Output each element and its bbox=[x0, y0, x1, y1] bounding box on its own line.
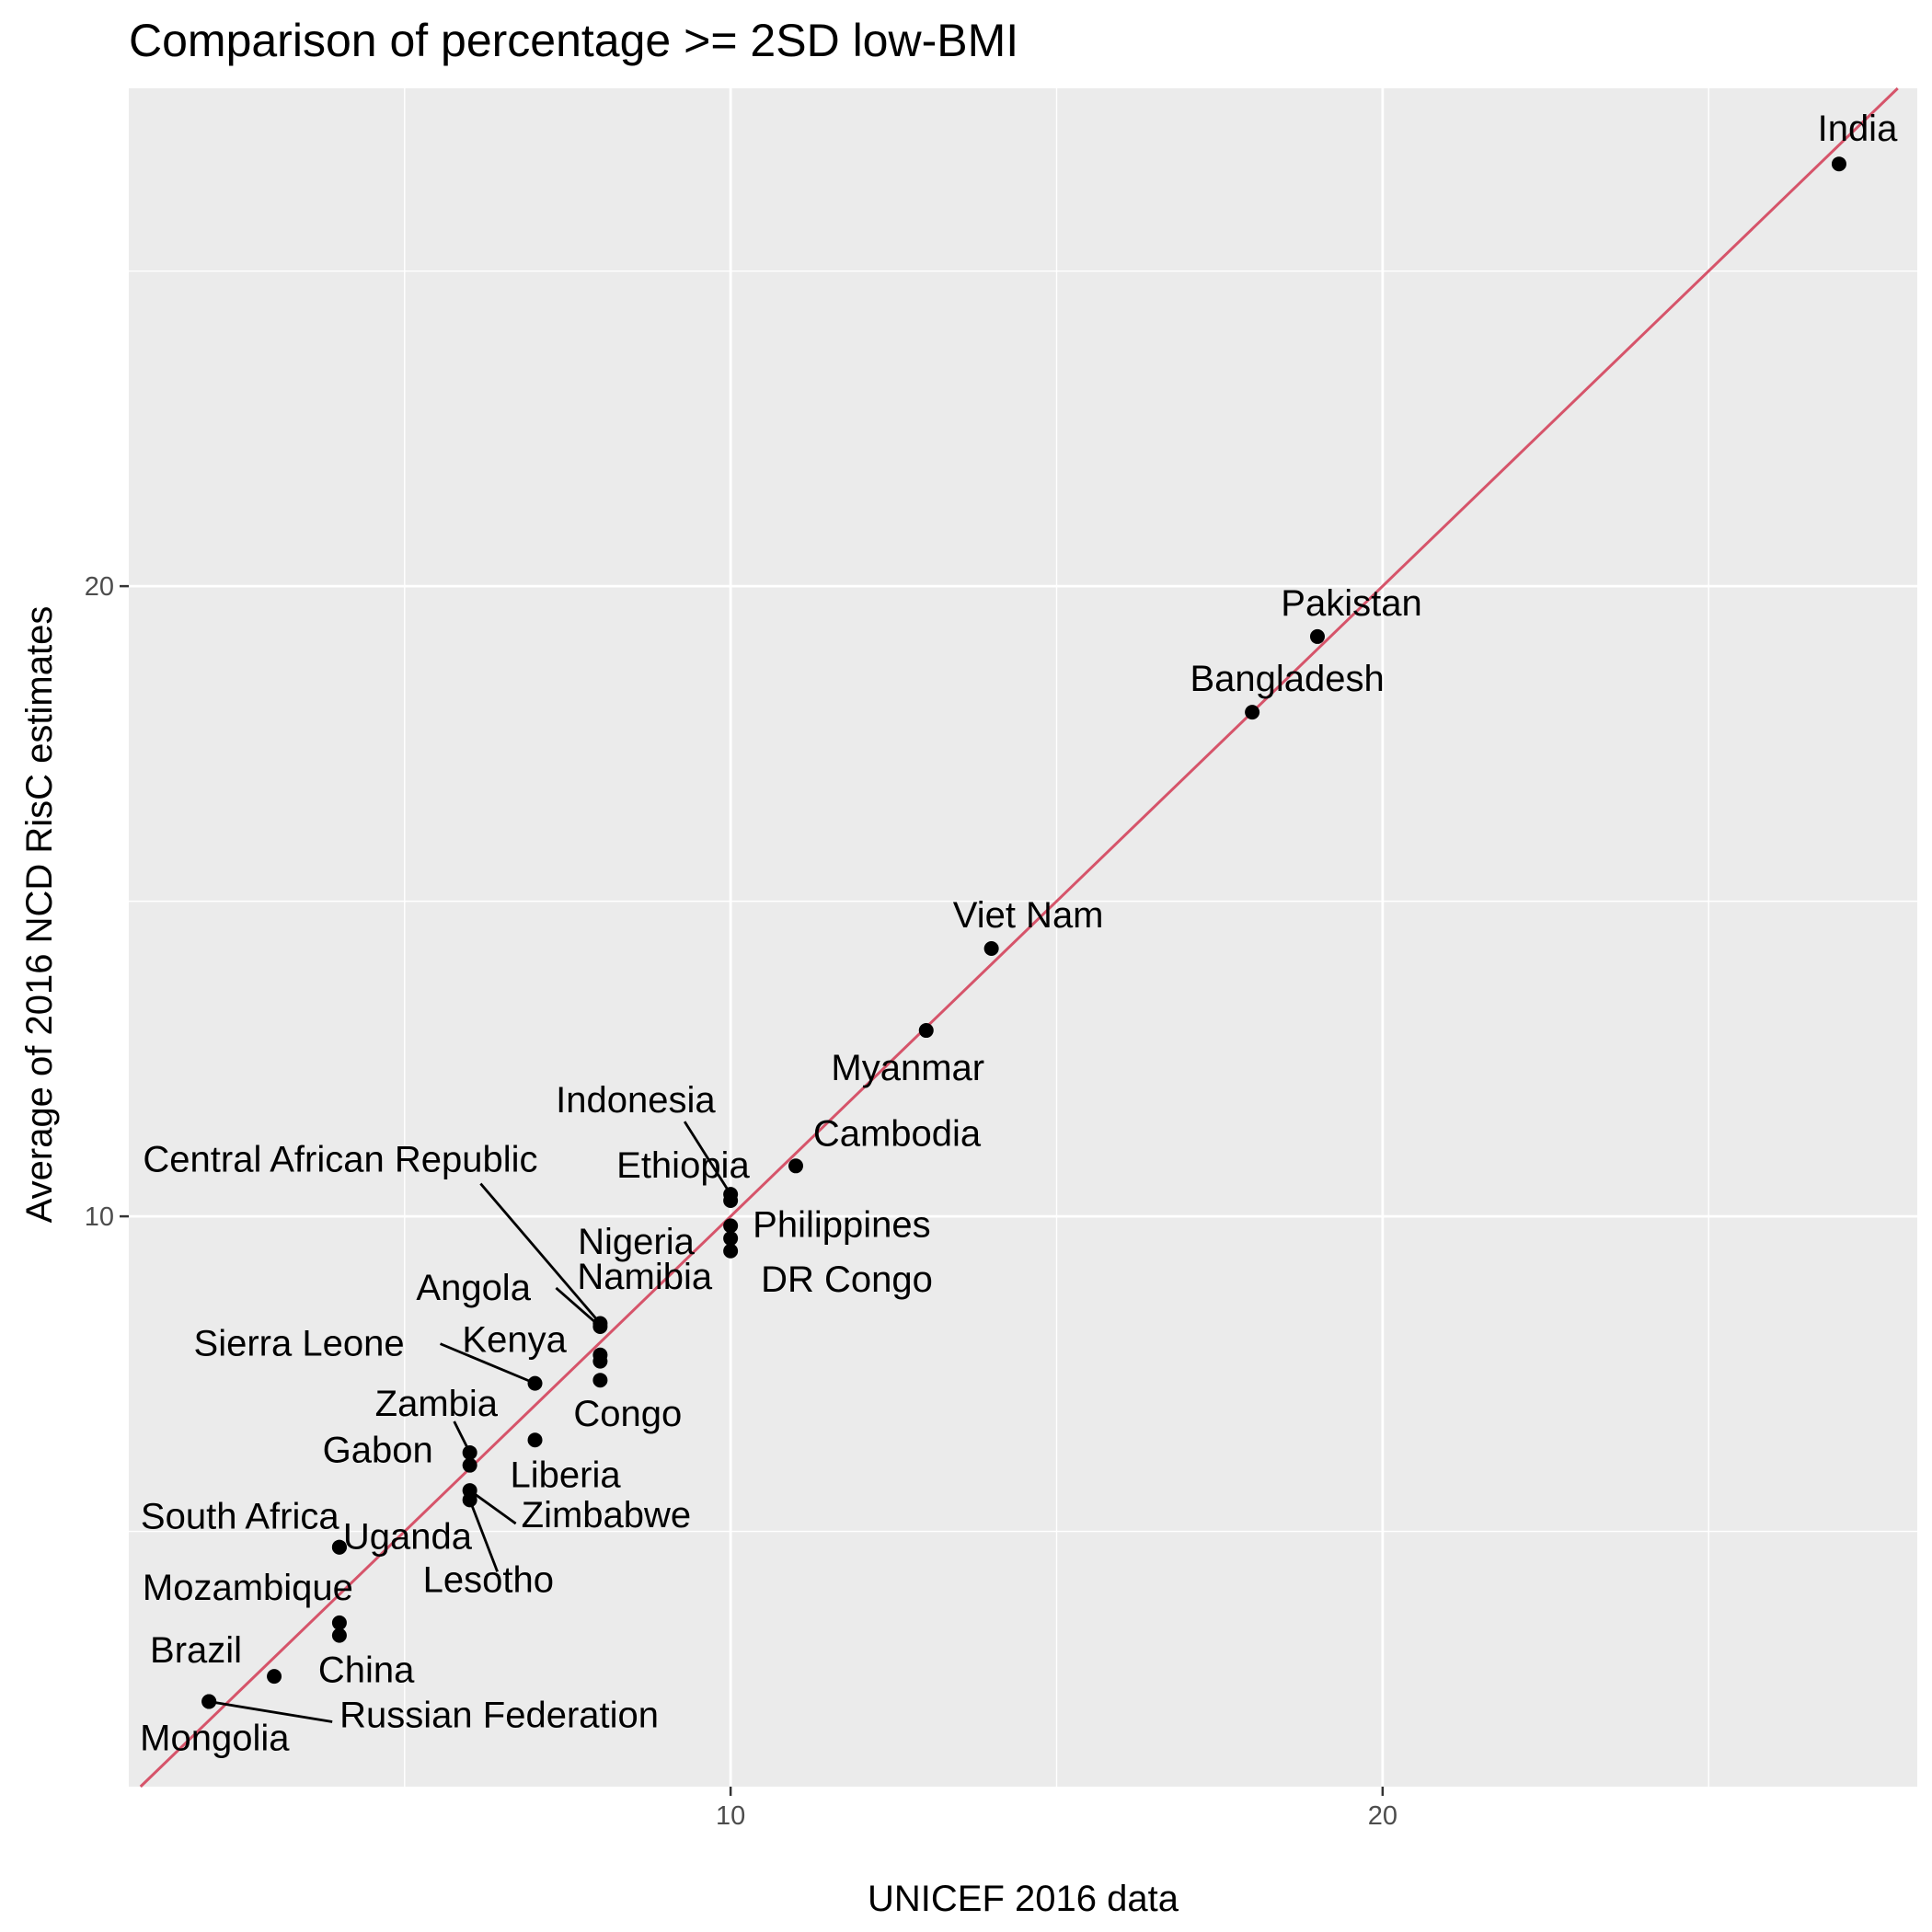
reference-line bbox=[139, 86, 1899, 1788]
chart-title: Comparison of percentage >= 2SD low-BMI bbox=[129, 15, 1018, 66]
data-label-kenya: Kenya bbox=[462, 1320, 567, 1361]
data-label-angola: Angola bbox=[416, 1268, 531, 1308]
leader-line-russian-federation bbox=[208, 1700, 333, 1723]
data-point-philippines bbox=[723, 1218, 739, 1234]
data-point-dr-congo bbox=[723, 1243, 739, 1259]
data-point-india bbox=[1831, 156, 1846, 172]
data-label-namibia: Namibia bbox=[577, 1257, 712, 1297]
data-label-gabon: Gabon bbox=[323, 1431, 433, 1471]
data-label-pakistan: Pakistan bbox=[1281, 583, 1421, 624]
data-label-india: India bbox=[1818, 109, 1898, 149]
data-point-brazil bbox=[267, 1669, 282, 1685]
data-point-bangladesh bbox=[1245, 705, 1260, 720]
leader-line-indonesia bbox=[683, 1121, 732, 1195]
data-point-nigeria bbox=[723, 1231, 739, 1247]
data-point-china bbox=[331, 1627, 347, 1643]
data-label-zambia: Zambia bbox=[375, 1384, 499, 1424]
data-label-philippines: Philippines bbox=[753, 1204, 930, 1245]
x-axis: 10 20 bbox=[716, 1787, 1397, 1831]
label-leader-lines bbox=[208, 1121, 732, 1723]
data-label-south-africa: South Africa bbox=[141, 1497, 339, 1537]
major-grid bbox=[129, 88, 1917, 1787]
data-point-uganda bbox=[331, 1539, 347, 1555]
data-point-cambodia bbox=[788, 1158, 804, 1174]
data-point-mozambique bbox=[331, 1615, 347, 1630]
y-axis-title: Average of 2016 NCD RisC estimates bbox=[19, 606, 60, 1224]
data-label-liberia: Liberia bbox=[511, 1455, 622, 1495]
data-label-indonesia: Indonesia bbox=[556, 1080, 716, 1121]
data-label-mongolia: Mongolia bbox=[140, 1719, 290, 1759]
data-point-ethiopia bbox=[723, 1192, 739, 1208]
data-label-uganda: Uganda bbox=[343, 1517, 473, 1558]
data-point-russian-federation bbox=[201, 1694, 217, 1709]
data-label-sierra-leone: Sierra Leone bbox=[194, 1324, 405, 1364]
data-label-china: China bbox=[318, 1650, 415, 1691]
data-point-lesotho bbox=[462, 1492, 477, 1508]
data-point-pakistan bbox=[1309, 628, 1325, 644]
x-axis-title: UNICEF 2016 data bbox=[868, 1879, 1179, 1919]
leader-line-lesotho bbox=[468, 1499, 499, 1572]
x-tick-label: 10 bbox=[716, 1801, 745, 1831]
data-label-cambodia: Cambodia bbox=[813, 1113, 982, 1154]
data-point-liberia bbox=[527, 1432, 543, 1448]
leader-line-central-african-republic bbox=[479, 1182, 602, 1325]
data-point-viet-nam bbox=[983, 940, 999, 956]
data-label-bangladesh: Bangladesh bbox=[1190, 659, 1384, 699]
data-label-congo: Congo bbox=[573, 1394, 682, 1434]
reference-line-group bbox=[139, 86, 1899, 1788]
data-label-central-african-republic: Central African Republic bbox=[143, 1140, 537, 1180]
x-tick-label: 20 bbox=[1368, 1801, 1397, 1831]
data-point-kenya bbox=[592, 1353, 608, 1369]
data-point-sierra-leone bbox=[527, 1375, 543, 1391]
leader-line-angola bbox=[555, 1286, 602, 1328]
leader-line-zimbabwe bbox=[468, 1489, 517, 1525]
plot-panel bbox=[129, 88, 1917, 1787]
data-label-lesotho: Lesotho bbox=[423, 1559, 554, 1600]
data-points bbox=[201, 156, 1846, 1709]
data-labels: India Pakistan Bangladesh Viet Nam Myanmar Ca… bbox=[140, 109, 1898, 1758]
data-label-myanmar: Myanmar bbox=[831, 1048, 984, 1088]
data-label-ethiopia: Ethiopia bbox=[616, 1145, 750, 1186]
y-axis: 10 20 bbox=[85, 572, 129, 1232]
data-label-brazil: Brazil bbox=[150, 1630, 242, 1671]
data-point-zambia bbox=[462, 1444, 477, 1460]
leader-line-sierra-leone bbox=[439, 1342, 536, 1385]
data-label-zimbabwe: Zimbabwe bbox=[522, 1495, 692, 1535]
data-point-congo bbox=[592, 1373, 608, 1388]
data-label-viet-nam: Viet Nam bbox=[953, 895, 1104, 936]
data-label-dr-congo: DR Congo bbox=[761, 1259, 933, 1300]
y-tick-label: 10 bbox=[85, 1202, 114, 1232]
data-label-mozambique: Mozambique bbox=[143, 1568, 353, 1608]
data-label-nigeria: Nigeria bbox=[578, 1222, 695, 1262]
data-label-russian-federation: Russian Federation bbox=[339, 1696, 659, 1736]
data-point-angola bbox=[592, 1318, 608, 1334]
data-point-myanmar bbox=[918, 1023, 934, 1039]
y-tick-label: 20 bbox=[85, 572, 114, 602]
minor-grid bbox=[129, 88, 1917, 1787]
data-point-gabon bbox=[462, 1457, 477, 1473]
